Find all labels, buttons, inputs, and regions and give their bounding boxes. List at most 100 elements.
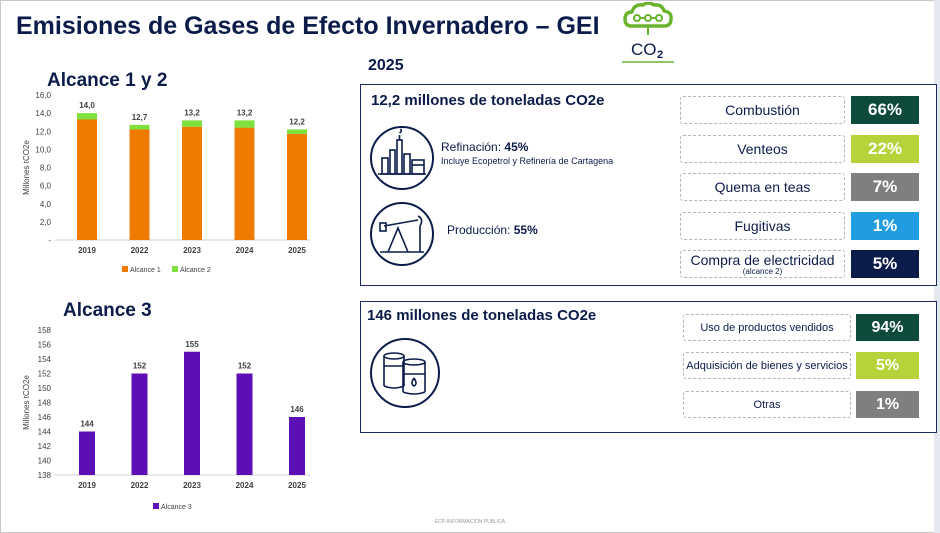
y-tick-label: 6,0 [40, 182, 52, 191]
co2-cloud-icon: CO 2 [622, 2, 674, 63]
bar-value-label: 144 [80, 420, 94, 429]
y-tick-label: 12,0 [35, 127, 51, 136]
bar-value-label: 155 [185, 340, 199, 349]
oil-barrels-icon [370, 338, 440, 408]
bar-value-label: 152 [238, 362, 252, 371]
bar-alcance-3 [289, 417, 305, 475]
x-tick-label: 2023 [183, 246, 201, 255]
page-title: Emisiones de Gases de Efecto Invernadero… [16, 12, 600, 40]
y-tick-label: 152 [38, 370, 52, 379]
scope3-title: Alcance 3 [63, 300, 152, 321]
scope12-breakdown-value: 5% [851, 250, 919, 278]
production-label-text: Producción: [447, 223, 511, 237]
scope3-breakdown-value: 1% [856, 391, 919, 418]
bar-alcance-1 [182, 126, 202, 240]
refining-label: Refinación: 45% [441, 140, 528, 154]
scope12-breakdown-row: Compra de electricidad (alcance 2) 5% [680, 250, 919, 278]
x-tick-label: 2019 [78, 246, 96, 255]
bar-alcance-2 [129, 124, 150, 130]
production-label: Producción: 55% [447, 223, 538, 237]
scope12-breakdown-label: Venteos [680, 135, 845, 163]
y-tick-label: 142 [38, 442, 52, 451]
y-axis-label: Millones tCO2e [22, 140, 31, 195]
y-tick-label: 14,0 [35, 109, 51, 118]
x-tick-label: 2025 [288, 481, 306, 490]
y-tick-label: 148 [38, 399, 52, 408]
y-tick-label: 156 [38, 341, 52, 350]
legend-label: Alcance 3 [161, 504, 192, 511]
bar-value-label: 152 [133, 362, 147, 371]
scope3-breakdown-label: Otras [683, 391, 851, 418]
scope12-panel-title: 12,2 millones de toneladas CO2e [371, 92, 605, 109]
scope12-breakdown-row: Combustión 66% [680, 96, 919, 124]
scope3-breakdown-label-text: Adquisición de bienes y servicios [686, 359, 848, 372]
legend-swatch [122, 266, 128, 272]
y-tick-label: 16,0 [35, 91, 51, 100]
scope12-breakdown-label-text: Compra de electricidad [690, 252, 835, 268]
scope3-breakdown-row: Otras 1% [683, 391, 919, 418]
x-tick-label: 2022 [131, 481, 149, 490]
refining-note: Incluye Ecopetrol y Refinería de Cartage… [441, 156, 614, 166]
y-tick-label: 140 [38, 457, 52, 466]
scope12-chart: - 2,0 4,0 6,0 8,0 10,0 12,0 14,0 16,0 Millones tC… [22, 91, 310, 274]
x-tick-label: 2023 [183, 481, 201, 490]
y-tick-label: 150 [38, 384, 52, 393]
refining-value: 45% [504, 140, 529, 154]
x-tick-label: 2024 [236, 481, 254, 490]
year-label: 2025 [368, 57, 404, 74]
scope3-panel: 146 millones de toneladas CO2e [360, 301, 937, 433]
refining-label-text: Refinación: [441, 140, 502, 154]
scope3-breakdown-label-text: Otras [753, 398, 781, 411]
x-tick-label: 2022 [131, 246, 149, 255]
scope12-breakdown-value: 66% [851, 96, 919, 124]
scope3-breakdown-value: 94% [856, 314, 919, 341]
y-tick-label: 2,0 [40, 218, 52, 227]
bar-alcance-2 [287, 129, 307, 134]
scope3-breakdown-label-text: Uso de productos vendidos [700, 321, 834, 334]
co2-logo-text: CO [631, 40, 657, 59]
scope12-breakdown-label-text: Combustión [725, 102, 800, 118]
y-tick-label: 158 [38, 326, 52, 335]
scope12-breakdown-label-text: Fugitivas [734, 218, 791, 234]
legend-label: Alcance 1 [130, 267, 161, 274]
scope12-breakdown-label: Fugitivas [680, 212, 845, 240]
bar-alcance-2 [77, 113, 97, 120]
bar-total-label: 13,2 [237, 108, 253, 117]
y-tick-label: 10,0 [35, 145, 51, 154]
y-axis-label: Millones tCO2e [22, 375, 31, 430]
bar-total-label: 12,2 [289, 117, 305, 126]
bar-alcance-2 [234, 120, 255, 128]
scope3-breakdown-row: Adquisición de bienes y servicios 5% [683, 352, 919, 379]
scope3-breakdown-value: 5% [856, 352, 919, 379]
scope12-breakdown-sublabel: (alcance 2) [742, 267, 783, 276]
bar-alcance-1 [287, 133, 307, 240]
x-tick-label: 2025 [288, 246, 306, 255]
x-tick-label: 2024 [236, 246, 254, 255]
y-tick-label: 8,0 [40, 164, 52, 173]
scope12-breakdown-value: 22% [851, 135, 919, 163]
legend-label: Alcance 2 [180, 267, 211, 274]
scope12-breakdown-row: Quema en teas 7% [680, 173, 919, 201]
refinery-icon [370, 126, 434, 190]
y-tick-label: 144 [38, 428, 52, 437]
bar-alcance-1 [234, 127, 255, 240]
scope12-breakdown-row: Fugitivas 1% [680, 212, 919, 240]
scope12-panel: 12,2 millones de toneladas CO2e Refinaci… [360, 84, 937, 286]
legend-swatch [153, 503, 159, 509]
scope12-breakdown-label: Combustión [680, 96, 845, 124]
co2-logo-subscript: 2 [657, 49, 663, 61]
bar-alcance-3 [79, 431, 95, 475]
scope12-title: Alcance 1 y 2 [47, 70, 168, 91]
y-tick-label: 4,0 [40, 200, 52, 209]
scope12-breakdown-row: Venteos 22% [680, 135, 919, 163]
footer-classification: ECP-INFORMACION PUBLICA [434, 519, 506, 525]
y-tick-label: 138 [38, 471, 52, 480]
bar-alcance-1 [77, 119, 97, 240]
scope3-breakdown-label: Uso de productos vendidos [683, 314, 851, 341]
scope12-breakdown-value: 1% [851, 212, 919, 240]
scope12-breakdown-label-text: Venteos [737, 141, 788, 157]
bar-alcance-2 [182, 120, 202, 127]
y-tick-label: - [48, 236, 51, 245]
y-tick-label: 146 [38, 413, 52, 422]
legend-swatch [172, 266, 178, 272]
